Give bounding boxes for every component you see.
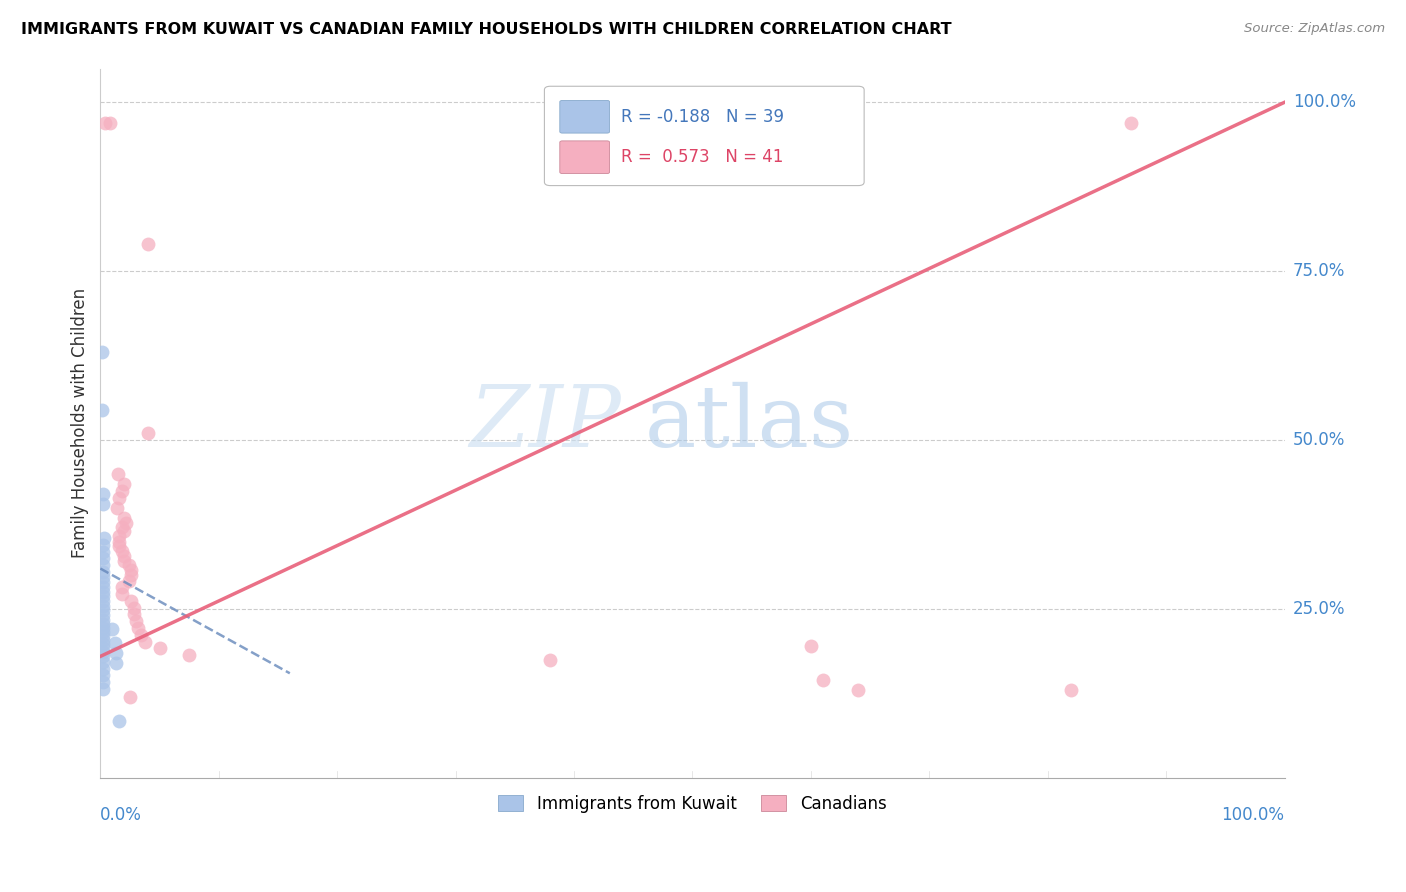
- Point: [125, 614, 148, 628]
- Point: [112, 477, 135, 491]
- Point: [91, 580, 114, 594]
- Point: [91, 641, 114, 656]
- Point: [91, 538, 114, 552]
- Text: atlas: atlas: [645, 382, 855, 465]
- Point: [122, 607, 145, 622]
- Text: Source: ZipAtlas.com: Source: ZipAtlas.com: [1244, 22, 1385, 36]
- Point: [108, 539, 131, 553]
- Point: [1060, 683, 1083, 698]
- Point: [91, 544, 114, 558]
- Point: [179, 648, 201, 662]
- Point: [91, 594, 114, 608]
- Point: [108, 714, 131, 728]
- Point: [91, 584, 114, 599]
- Text: 100.0%: 100.0%: [1294, 94, 1355, 112]
- Point: [112, 511, 135, 525]
- Text: 25.0%: 25.0%: [1294, 600, 1346, 618]
- Point: [127, 621, 149, 635]
- Text: 100.0%: 100.0%: [1222, 806, 1285, 824]
- Point: [91, 565, 114, 579]
- Point: [115, 516, 138, 530]
- Text: IMMIGRANTS FROM KUWAIT VS CANADIAN FAMILY HOUSEHOLDS WITH CHILDREN CORRELATION C: IMMIGRANTS FROM KUWAIT VS CANADIAN FAMIL…: [21, 22, 952, 37]
- Point: [104, 656, 127, 670]
- Point: [105, 500, 128, 515]
- Point: [101, 623, 124, 637]
- Point: [103, 636, 125, 650]
- Point: [111, 581, 134, 595]
- Point: [118, 690, 141, 704]
- Point: [108, 491, 131, 505]
- Point: [120, 563, 142, 577]
- Point: [91, 616, 114, 631]
- Point: [98, 115, 121, 129]
- Point: [136, 426, 159, 441]
- Text: R = -0.188   N = 39: R = -0.188 N = 39: [621, 108, 785, 126]
- Point: [91, 637, 114, 651]
- Point: [148, 641, 170, 656]
- Point: [91, 655, 114, 669]
- Point: [90, 345, 112, 359]
- Point: [91, 633, 114, 648]
- Point: [136, 237, 159, 252]
- Point: [91, 487, 114, 501]
- Point: [91, 599, 114, 613]
- Text: 50.0%: 50.0%: [1294, 431, 1346, 450]
- Point: [91, 608, 114, 623]
- Point: [91, 569, 114, 583]
- Point: [111, 483, 134, 498]
- Point: [538, 653, 561, 667]
- Point: [112, 554, 135, 568]
- Point: [94, 115, 117, 129]
- Point: [108, 529, 131, 543]
- Point: [111, 544, 134, 558]
- Text: R =  0.573   N = 41: R = 0.573 N = 41: [621, 148, 783, 166]
- Point: [112, 549, 135, 564]
- Point: [91, 575, 114, 590]
- Point: [91, 645, 114, 659]
- Point: [129, 628, 152, 642]
- FancyBboxPatch shape: [560, 141, 610, 174]
- Point: [122, 600, 145, 615]
- Point: [1119, 115, 1142, 129]
- Point: [112, 524, 135, 539]
- Point: [91, 681, 114, 696]
- Text: 75.0%: 75.0%: [1294, 262, 1346, 280]
- Point: [93, 531, 115, 545]
- Point: [91, 621, 114, 635]
- Point: [846, 683, 869, 698]
- Point: [91, 661, 114, 675]
- FancyBboxPatch shape: [560, 101, 610, 133]
- Point: [90, 402, 112, 417]
- Point: [111, 519, 134, 533]
- Point: [91, 551, 114, 566]
- Point: [811, 673, 834, 687]
- Point: [91, 668, 114, 682]
- Point: [91, 613, 114, 627]
- Point: [111, 587, 134, 601]
- Text: 0.0%: 0.0%: [100, 806, 142, 824]
- Point: [91, 558, 114, 573]
- Point: [91, 649, 114, 664]
- Point: [91, 589, 114, 603]
- Point: [120, 567, 142, 582]
- Point: [91, 629, 114, 643]
- Point: [108, 534, 131, 549]
- Y-axis label: Family Households with Children: Family Households with Children: [72, 288, 89, 558]
- Point: [118, 574, 141, 588]
- Point: [134, 634, 156, 648]
- Point: [91, 675, 114, 690]
- FancyBboxPatch shape: [544, 87, 865, 186]
- Point: [91, 497, 114, 511]
- Point: [118, 558, 141, 573]
- Text: ZIP: ZIP: [470, 382, 621, 465]
- Point: [120, 594, 142, 608]
- Legend: Immigrants from Kuwait, Canadians: Immigrants from Kuwait, Canadians: [492, 788, 893, 820]
- Point: [800, 639, 823, 653]
- Point: [91, 625, 114, 640]
- Point: [104, 646, 127, 660]
- Point: [107, 467, 129, 481]
- Point: [91, 603, 114, 617]
